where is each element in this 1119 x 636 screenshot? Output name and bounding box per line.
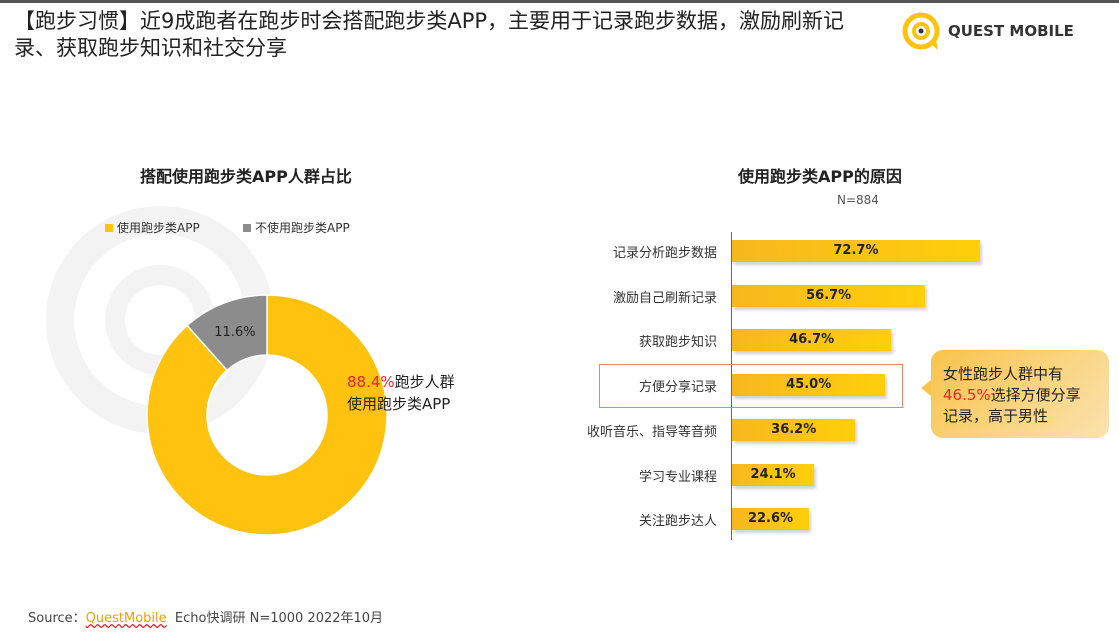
category-label: 方便分享记录 [638, 380, 717, 396]
y-axis [731, 232, 732, 540]
legend-item-nonuse: 不使用跑步类APP [243, 219, 350, 236]
top-border [0, 0, 1119, 3]
callout: 女性跑步人群中有 46.5%选择方便分享 记录，高于男性 [921, 350, 1109, 438]
bar: 22.6% [732, 508, 810, 531]
source: Source：QuestMobile Echo快调研 N=1000 2022年1… [28, 611, 384, 626]
bar: 36.2% [732, 418, 856, 441]
category-label: 激励自己刷新记录 [612, 290, 717, 306]
highlight-box [599, 364, 903, 408]
bar: 72.7% [732, 240, 980, 262]
slice-label: 11.6% [214, 325, 255, 340]
bar-title: 使用跑步类APP的原因 [738, 167, 902, 186]
page-title: 【跑步习惯】近9成跑者在跑步时会搭配跑步类APP，主要用于记录跑步数据，激励刷新… [14, 9, 845, 60]
sample-size: N=884 [837, 193, 879, 207]
category-label: 获取跑步知识 [638, 335, 717, 351]
donut-slice [186, 294, 268, 372]
donut-title: 搭配使用跑步类APP人群占比 [140, 167, 352, 186]
bar: 45.0% [732, 374, 886, 397]
category-label: 收听音乐、指导等音频 [586, 424, 717, 440]
bar: 24.1% [732, 463, 815, 486]
bar: 46.7% [732, 329, 892, 352]
bar: 56.7% [732, 284, 926, 307]
logo: QUEST MOBILE [900, 10, 1074, 52]
category-label: 学习专业课程 [638, 469, 717, 485]
quest-mobile-logo-icon [902, 12, 940, 50]
category-label: 关注跑步达人 [638, 514, 717, 530]
donut-slice [146, 294, 388, 536]
category-label: 记录分析跑步数据 [612, 246, 717, 261]
logo-text: QUEST MOBILE [948, 22, 1074, 40]
donut-annotation: 88.4%跑步人群 使用跑步类APP [347, 373, 455, 413]
legend-item-use: 使用跑步类APP [105, 219, 200, 236]
